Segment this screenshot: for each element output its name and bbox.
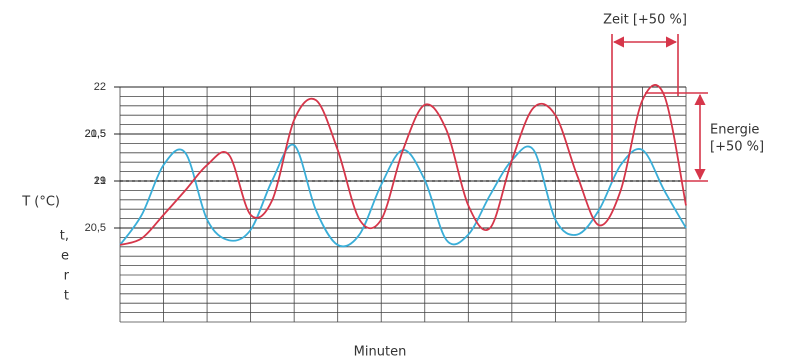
left-note: e (61, 249, 69, 264)
left-note: r (64, 269, 70, 284)
energy-bracket (645, 92, 708, 182)
energy-annotation: Energie (710, 123, 759, 138)
energy-annotation: [+50 %] (710, 140, 764, 155)
y-tick-label: 21 (94, 175, 106, 187)
left-note: t (64, 289, 69, 304)
y-tick-label: 19 (94, 175, 106, 187)
left-note: t, (60, 229, 69, 244)
y-tick-label: 20,5 (85, 128, 106, 140)
series-line (119, 84, 687, 246)
x-axis-label: Minuten (354, 345, 407, 360)
plot-area (114, 84, 687, 323)
y-tick-label: 20,5 (85, 222, 106, 234)
time-bracket (611, 34, 679, 182)
series-line (119, 143, 687, 248)
time-annotation: Zeit [+50 %] (603, 13, 687, 28)
y-axis-label: T (°C) (21, 195, 60, 210)
y-tick-label: 22 (94, 81, 106, 93)
y-tick-label: 21,5 (85, 128, 106, 140)
